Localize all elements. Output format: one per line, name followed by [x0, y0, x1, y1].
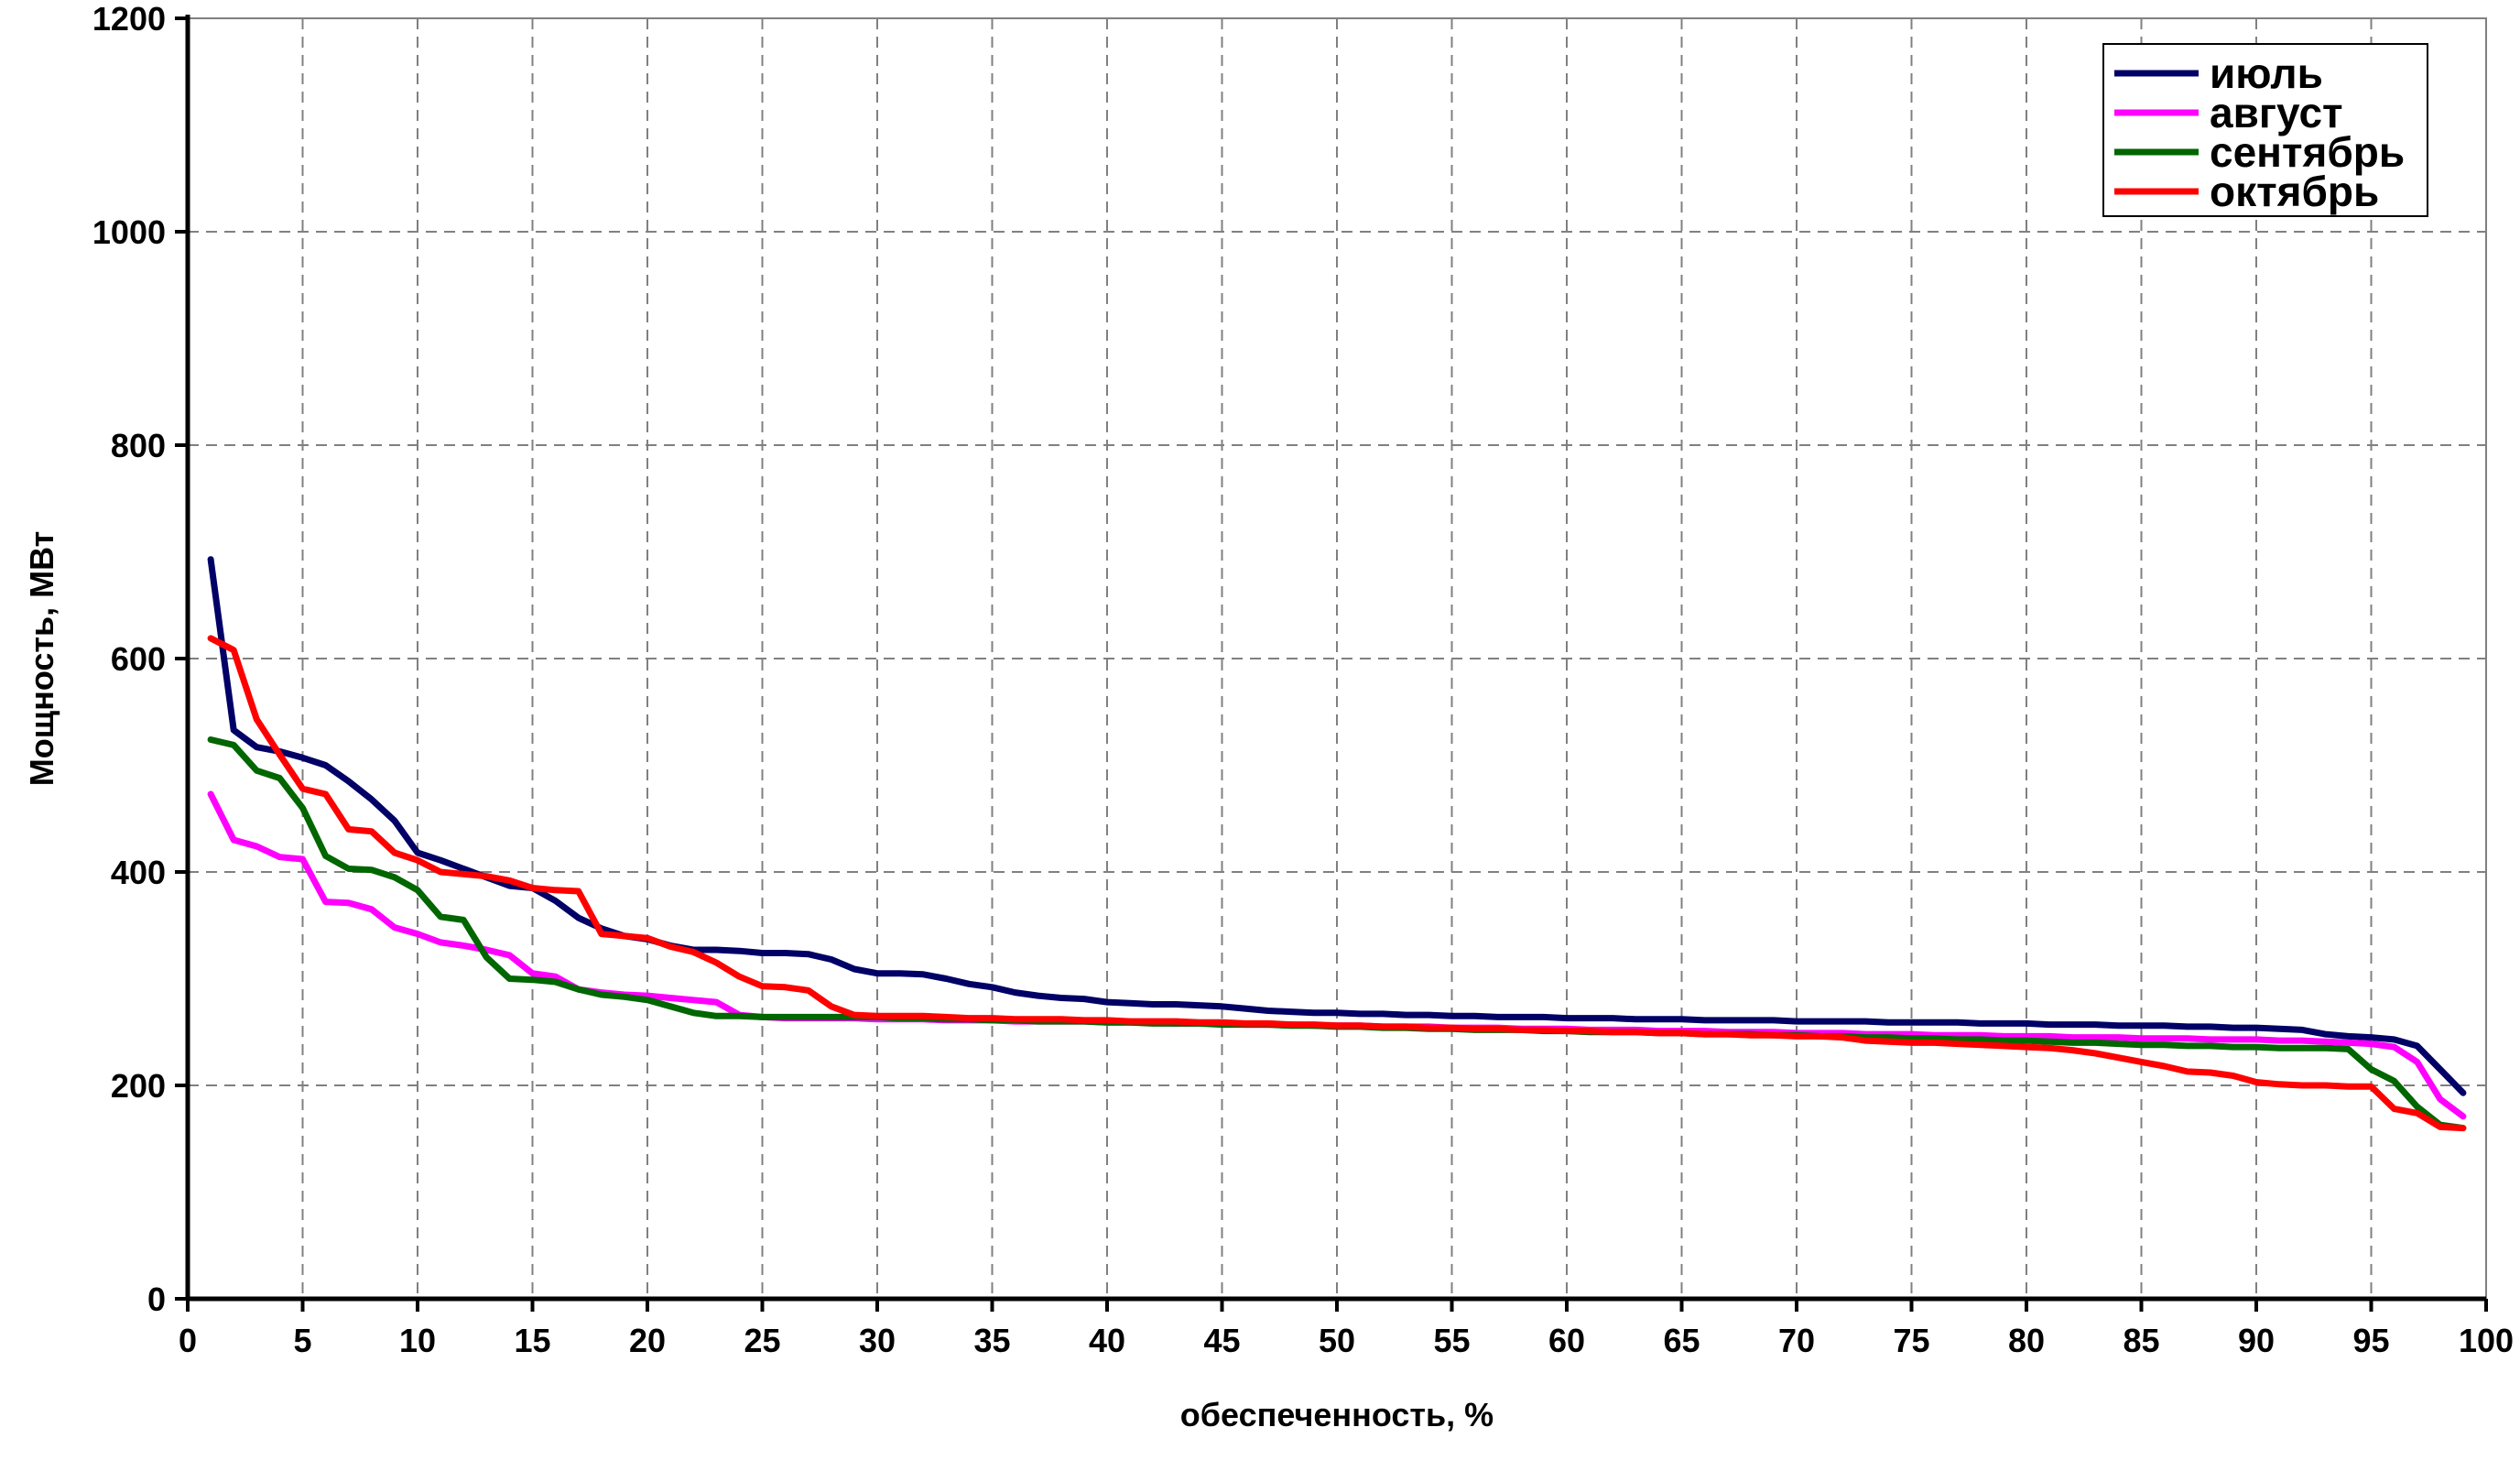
x-tick-label: 10	[399, 1322, 436, 1359]
x-axis-title: обеспеченность, %	[1180, 1396, 1494, 1433]
x-tick-label: 30	[859, 1322, 896, 1359]
legend-label-3: сентябрь	[2210, 128, 2405, 176]
x-axis-ticks: 0 5 10 15 20 25 30 35 40 45 50 55 60 65 70 75 80 85 90 95 10…	[179, 1299, 2514, 1359]
x-tick-label: 45	[1203, 1322, 1240, 1359]
x-tick-label: 100	[2459, 1322, 2514, 1359]
x-tick-label: 25	[744, 1322, 780, 1359]
y-tick-label: 200	[111, 1067, 166, 1105]
x-tick-label: 20	[629, 1322, 666, 1359]
x-tick-label: 55	[1433, 1322, 1470, 1359]
y-tick-label: 1000	[92, 213, 166, 251]
series-lines	[207, 556, 2467, 1132]
x-tick-label: 15	[514, 1322, 550, 1359]
x-tick-label: 65	[1663, 1322, 1700, 1359]
x-tick-label: 0	[179, 1322, 197, 1359]
y-tick-label: 400	[111, 854, 166, 891]
x-tick-label: 80	[2008, 1322, 2045, 1359]
y-tick-label: 1200	[92, 0, 166, 38]
y-tick-label: 800	[111, 427, 166, 464]
y-axis-ticks: 0 200 400 600 800 1000 1200	[92, 0, 188, 1318]
y-tick-label: 600	[111, 640, 166, 678]
x-tick-label: 75	[1893, 1322, 1929, 1359]
y-tick-label: 0	[147, 1280, 166, 1318]
x-tick-label: 70	[1778, 1322, 1815, 1359]
legend-label-4: октябрь	[2210, 168, 2379, 215]
x-tick-label: 85	[2123, 1322, 2159, 1359]
y-axis-title: Мощность, МВт	[23, 531, 60, 787]
x-tick-label: 95	[2352, 1322, 2389, 1359]
legend-label-1: июль	[2210, 49, 2323, 97]
x-tick-label: 90	[2238, 1322, 2275, 1359]
x-tick-label: 35	[973, 1322, 1010, 1359]
x-tick-label: 60	[1548, 1322, 1585, 1359]
legend-label-2: август	[2210, 89, 2343, 136]
x-tick-label: 40	[1089, 1322, 1125, 1359]
x-tick-label: 5	[293, 1322, 311, 1359]
series-line-4	[207, 635, 2467, 1132]
grid	[188, 17, 2487, 1299]
series-line-1	[207, 556, 2467, 1096]
x-tick-label: 50	[1319, 1322, 1355, 1359]
